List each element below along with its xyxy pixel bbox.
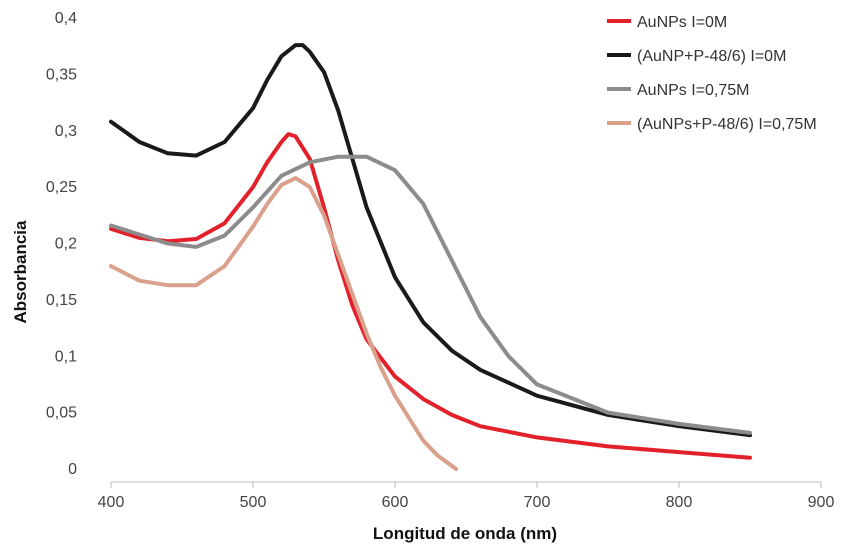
y-tick-label: 0,1 xyxy=(55,348,77,365)
x-tick-label: 800 xyxy=(666,494,693,511)
series-line-4 xyxy=(109,176,459,471)
legend-label-3: AuNPs I=0,75M xyxy=(637,82,750,99)
y-tick-label: 0,2 xyxy=(55,236,77,253)
y-axis: 0 0,05 0,1 0,15 0,2 0,25 0,3 0,35 0,4 xyxy=(46,10,77,478)
series-line-3 xyxy=(109,154,752,435)
y-tick-label: 0,05 xyxy=(46,405,77,422)
x-axis-title: Longitud de onda (nm) xyxy=(373,524,557,543)
x-axis: 400 500 600 700 800 900 xyxy=(98,481,835,511)
y-tick-label: 0,25 xyxy=(46,179,77,196)
y-tick-label: 0 xyxy=(68,461,77,478)
y-tick-label: 0,3 xyxy=(55,123,77,140)
legend-label-4: (AuNPs+P-48/6) I=0,75M xyxy=(637,116,817,133)
legend-label-1: AuNPs I=0M xyxy=(637,14,727,31)
legend-label-2: (AuNP+P-48/6) I=0M xyxy=(637,48,786,65)
series-line-1 xyxy=(109,132,752,460)
plot-lines xyxy=(109,43,752,471)
y-tick-label: 0,35 xyxy=(46,66,77,83)
y-tick-label: 0,15 xyxy=(46,292,77,309)
x-tick-label: 700 xyxy=(524,494,551,511)
series-line-2 xyxy=(109,43,752,438)
x-tick-label: 600 xyxy=(382,494,409,511)
y-tick-label: 0,4 xyxy=(55,10,77,27)
x-tick-label: 500 xyxy=(240,494,267,511)
x-tick-label: 400 xyxy=(98,494,125,511)
x-tick-label: 900 xyxy=(808,494,835,511)
legend: AuNPs I=0M (AuNP+P-48/6) I=0M AuNPs I=0,75… xyxy=(607,14,817,133)
y-axis-title: Absorbancia xyxy=(11,220,30,324)
